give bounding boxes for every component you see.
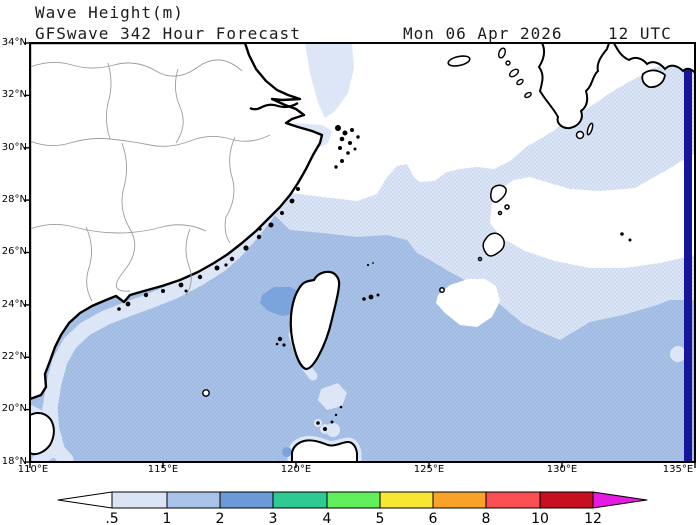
yangtze-river xyxy=(249,102,299,111)
yellow-sea-patch xyxy=(305,43,354,118)
valid-date: Mon 06 Apr 2026 xyxy=(403,24,563,43)
lon-label-130e: 130°E xyxy=(546,464,578,475)
kyushu-island xyxy=(537,43,611,130)
colorbar-cell-6-8 xyxy=(432,491,487,509)
lat-label-20n: 20°N xyxy=(1,403,27,414)
valid-time: 12 UTC xyxy=(608,24,672,43)
luzon-nw-light-spot xyxy=(326,423,340,437)
colorbar-label-2: 2 xyxy=(216,511,225,525)
calm-region-miyako xyxy=(436,279,500,327)
yaeyama-islands xyxy=(362,262,380,301)
lon-label-135e: 135°E xyxy=(662,464,694,475)
pratas-island xyxy=(202,389,210,397)
taiwan-sw-light-blob xyxy=(318,383,347,410)
lat-label-18n: 18°N xyxy=(1,456,27,467)
coastal-light-band xyxy=(42,193,284,462)
lat-label-32n: 32°N xyxy=(1,89,27,100)
lat-label-22n: 22°N xyxy=(1,351,27,362)
colorbar-cell-5-6 xyxy=(379,491,434,509)
china-mainland xyxy=(30,43,324,401)
luzon-island xyxy=(291,439,358,462)
colorbar-label-12: 12 xyxy=(584,511,602,525)
babuyan-islands xyxy=(316,405,343,431)
lat-label-24n: 24°N xyxy=(1,299,27,310)
colorbar-label-1: 1 xyxy=(163,511,172,525)
penghu-islands xyxy=(275,336,286,347)
colorbar-cell-8-10 xyxy=(485,491,541,509)
colorbar-cell-1-2 xyxy=(166,491,221,509)
colorbar-label-8: 8 xyxy=(482,511,491,525)
lon-label-125e: 125°E xyxy=(413,464,445,475)
lon-label-110e: 110°E xyxy=(17,464,49,475)
lat-label-34n: 34°N xyxy=(1,37,27,48)
colorbar-label-4: 4 xyxy=(323,511,332,525)
colorbar-label-10: 10 xyxy=(531,511,549,525)
lat-label-26n: 26°N xyxy=(1,246,27,257)
lat-label-30n: 30°N xyxy=(1,142,27,153)
colorbar-cell-4-5 xyxy=(326,491,381,509)
axis-ticks xyxy=(24,42,696,468)
honshu-coast xyxy=(612,43,695,75)
colorbar-arrow-high xyxy=(592,491,648,509)
ryukyu-islands xyxy=(439,122,594,293)
province-borders xyxy=(30,59,271,302)
calm-region-amami xyxy=(490,153,695,268)
daito-islands xyxy=(620,232,632,242)
domain-edge-strip xyxy=(684,43,692,462)
model-forecast-label: GFSwave 342 Hour Forecast xyxy=(35,24,301,43)
luzon-west-high-spot xyxy=(282,447,292,457)
colorbar-label-5: 5 xyxy=(376,511,385,525)
forecast-map xyxy=(24,42,696,468)
hainan-island xyxy=(30,411,55,456)
colorbar: .5 1 2 3 4 5 6 8 10 12 xyxy=(57,491,648,525)
shikoku-island xyxy=(641,69,666,88)
lon-label-115e: 115°E xyxy=(147,464,179,475)
kyushu-west-islands xyxy=(498,47,532,99)
zhoushan-islands xyxy=(334,125,360,169)
colorbar-arrow-low xyxy=(57,491,113,509)
colorbar-label-3: 3 xyxy=(269,511,278,525)
jeju-island xyxy=(447,55,471,67)
colorbar-cell-2-3 xyxy=(219,491,274,509)
colorbar-label-05: .5 xyxy=(105,511,118,525)
product-title: Wave Height(m) xyxy=(35,3,184,22)
coastal-islets xyxy=(117,187,300,311)
colorbar-cell-10-12 xyxy=(539,491,594,509)
lon-label-120e: 120°E xyxy=(280,464,312,475)
right-edge-light-notch xyxy=(670,346,686,362)
taiwan-island xyxy=(289,270,341,371)
colorbar-label-6: 6 xyxy=(429,511,438,525)
colorbar-cell-3-4 xyxy=(272,491,328,509)
colorbar-cell-05-1 xyxy=(111,491,168,509)
lat-label-28n: 28°N xyxy=(1,194,27,205)
